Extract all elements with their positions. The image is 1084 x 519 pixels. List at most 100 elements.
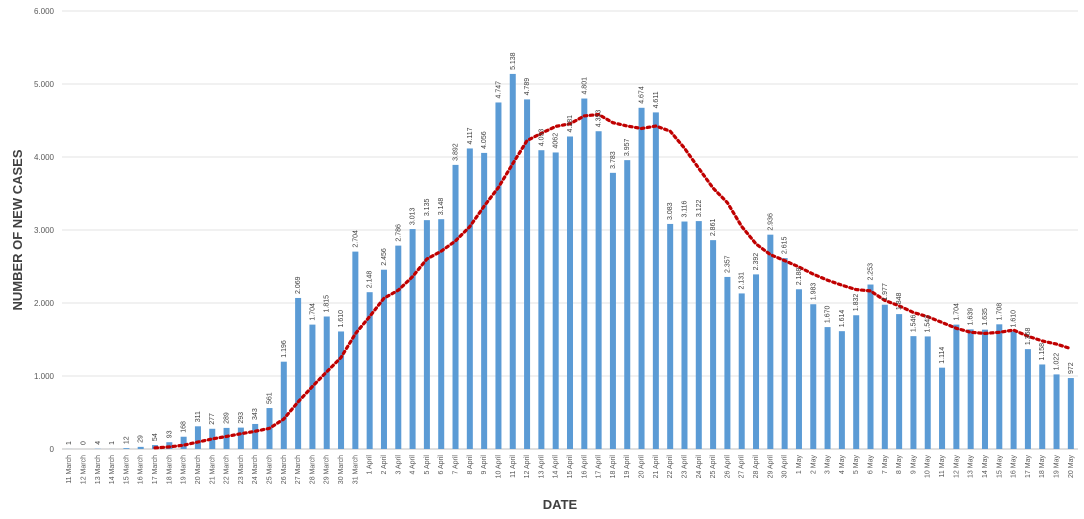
data-label: 12 bbox=[123, 436, 130, 444]
x-tick-label: 20 April bbox=[639, 455, 646, 479]
x-tick-label: 15 April bbox=[567, 455, 574, 479]
x-tick-label: 12 May bbox=[953, 455, 960, 478]
data-label: 4.117 bbox=[467, 127, 474, 144]
x-tick-label: 22 April bbox=[667, 455, 674, 479]
x-axis-title: DATE bbox=[542, 497, 578, 512]
data-label: 168 bbox=[181, 421, 188, 433]
x-tick-label: 15 May bbox=[996, 455, 1003, 478]
x-tick-label: 11 May bbox=[939, 455, 946, 478]
x-tick-label: 23 April bbox=[681, 455, 688, 479]
bar bbox=[466, 148, 473, 450]
data-label: 2.861 bbox=[710, 219, 717, 237]
bar bbox=[667, 223, 674, 449]
data-label: 4.789 bbox=[524, 78, 531, 96]
x-tick-label: 12 April bbox=[524, 455, 531, 479]
y-tick-label: 2.000 bbox=[34, 299, 55, 308]
bar bbox=[996, 324, 1003, 449]
bar bbox=[624, 160, 631, 449]
data-label: 1.114 bbox=[939, 347, 946, 364]
data-label: 4.611 bbox=[653, 91, 660, 108]
x-tick-label: 11 March bbox=[66, 455, 73, 484]
x-tick-label: 21 March bbox=[209, 455, 216, 484]
bar bbox=[910, 336, 917, 449]
x-tick-label: 26 April bbox=[724, 455, 731, 479]
x-tick-label: 2 May bbox=[810, 455, 817, 475]
data-label: 4.281 bbox=[567, 115, 574, 133]
x-tick-label: 7 May bbox=[882, 455, 889, 475]
data-label: 2.456 bbox=[381, 248, 388, 266]
y-tick-label: 4.000 bbox=[34, 153, 55, 162]
x-tick-label: 26 March bbox=[281, 455, 288, 484]
data-label: 2.704 bbox=[352, 230, 359, 248]
data-label: 1.196 bbox=[281, 340, 288, 358]
x-tick-label: 6 May bbox=[868, 455, 875, 475]
bar bbox=[137, 446, 144, 449]
x-tick-label: 13 April bbox=[538, 455, 545, 479]
x-tick-label: 16 March bbox=[138, 455, 145, 484]
bar bbox=[753, 274, 760, 449]
data-label: 1.848 bbox=[896, 292, 903, 310]
data-label: 311 bbox=[195, 411, 202, 422]
bar bbox=[609, 172, 616, 449]
bar bbox=[638, 107, 645, 449]
x-tick-label: 5 May bbox=[853, 455, 860, 475]
bar bbox=[481, 152, 488, 450]
data-label: 4.674 bbox=[639, 86, 646, 104]
data-label: 2.148 bbox=[367, 271, 374, 289]
data-label: 54 bbox=[152, 433, 159, 441]
bar bbox=[223, 427, 230, 449]
x-tick-label: 21 April bbox=[653, 455, 660, 479]
data-label: 2.069 bbox=[295, 276, 302, 294]
bar bbox=[652, 112, 659, 449]
bar bbox=[237, 427, 244, 449]
bar bbox=[981, 329, 988, 449]
data-label: 0 bbox=[80, 441, 87, 445]
data-label: 1.542 bbox=[925, 315, 932, 333]
bar bbox=[867, 284, 874, 449]
x-tick-label: 5 April bbox=[424, 455, 431, 475]
data-label: 1.832 bbox=[853, 294, 860, 312]
bar bbox=[352, 251, 359, 449]
bar bbox=[495, 102, 502, 450]
data-label: 3.783 bbox=[610, 151, 617, 169]
x-tick-label: 30 March bbox=[338, 455, 345, 484]
x-tick-label: 17 April bbox=[596, 455, 603, 479]
x-tick-label: 14 May bbox=[982, 455, 989, 478]
data-label: 289 bbox=[224, 412, 231, 424]
data-label: 293 bbox=[238, 412, 245, 424]
y-tick-label: 6.000 bbox=[34, 7, 55, 16]
x-tick-label: 27 April bbox=[739, 455, 746, 479]
bar bbox=[1053, 374, 1060, 449]
bar bbox=[123, 448, 130, 449]
data-label: 1.546 bbox=[910, 315, 917, 333]
data-label: 93 bbox=[166, 430, 173, 438]
data-label: 2.357 bbox=[724, 255, 731, 273]
x-tick-label: 1 April bbox=[367, 455, 374, 475]
y-axis-title: NUMBER OF NEW CASES bbox=[10, 149, 25, 311]
bar bbox=[409, 229, 416, 449]
data-label: 2.188 bbox=[796, 268, 803, 286]
data-label: 5.138 bbox=[510, 52, 517, 70]
bar bbox=[395, 245, 402, 449]
data-label: 3.148 bbox=[438, 198, 445, 216]
x-tick-label: 16 May bbox=[1011, 455, 1018, 478]
x-tick-label: 22 March bbox=[224, 455, 231, 484]
x-tick-label: 25 March bbox=[266, 455, 273, 484]
bar bbox=[824, 327, 831, 449]
data-label: 1.639 bbox=[968, 308, 975, 326]
data-label: 1.610 bbox=[1011, 310, 1018, 328]
x-tick-label: 20 March bbox=[195, 455, 202, 484]
data-label: 1 bbox=[109, 441, 116, 445]
bar bbox=[380, 269, 387, 449]
data-label: 4.093 bbox=[538, 129, 545, 147]
x-tick-label: 28 March bbox=[309, 455, 316, 484]
trend-line bbox=[153, 112, 1073, 450]
bar bbox=[795, 289, 802, 449]
bar bbox=[280, 361, 287, 449]
data-label: 4.056 bbox=[481, 131, 488, 149]
x-tick-label: 11 April bbox=[510, 455, 517, 478]
data-label: 1.635 bbox=[982, 308, 989, 326]
x-tick-label: 7 April bbox=[453, 455, 460, 475]
bar bbox=[710, 240, 717, 449]
bar bbox=[552, 152, 559, 449]
